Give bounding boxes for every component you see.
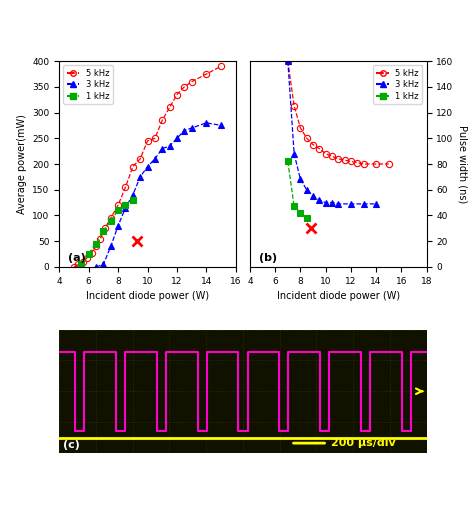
- Text: (c): (c): [63, 440, 80, 450]
- Legend: 5 kHz, 3 kHz, 1 kHz: 5 kHz, 3 kHz, 1 kHz: [64, 65, 113, 104]
- Y-axis label: Pulse width (ns): Pulse width (ns): [457, 125, 467, 203]
- Y-axis label: Average power(mW): Average power(mW): [17, 114, 27, 214]
- Legend: 5 kHz, 3 kHz, 1 kHz: 5 kHz, 3 kHz, 1 kHz: [373, 65, 422, 104]
- Text: (a): (a): [68, 253, 86, 263]
- X-axis label: Incident diode power (W): Incident diode power (W): [86, 291, 209, 301]
- X-axis label: Incident diode power (W): Incident diode power (W): [277, 291, 400, 301]
- Text: (b): (b): [259, 253, 277, 263]
- Text: 200 μs/div: 200 μs/div: [331, 438, 396, 447]
